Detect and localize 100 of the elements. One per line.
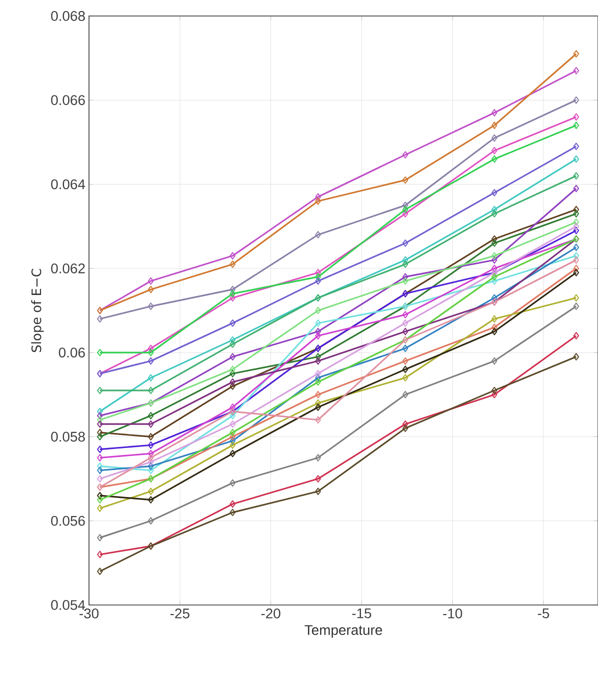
point xyxy=(314,306,321,314)
point xyxy=(491,324,498,332)
point xyxy=(96,446,103,454)
point xyxy=(573,332,579,340)
point xyxy=(148,302,154,310)
point xyxy=(402,344,408,352)
point xyxy=(230,404,236,411)
point xyxy=(491,264,498,272)
point xyxy=(314,357,321,365)
point xyxy=(230,252,236,260)
point xyxy=(573,142,579,150)
point xyxy=(491,390,498,398)
point xyxy=(314,319,321,327)
point xyxy=(573,66,579,74)
point xyxy=(491,206,498,214)
point xyxy=(230,286,236,294)
point xyxy=(314,374,321,382)
point xyxy=(573,302,579,310)
point xyxy=(402,239,408,247)
point xyxy=(96,534,103,542)
point xyxy=(314,197,321,205)
y-tick-label: 0.062 xyxy=(50,263,85,274)
point xyxy=(491,122,498,130)
point xyxy=(148,496,154,504)
point xyxy=(402,210,408,218)
point xyxy=(314,454,321,462)
point xyxy=(314,332,321,340)
point xyxy=(230,370,236,378)
point xyxy=(230,441,236,449)
point xyxy=(491,328,498,336)
point xyxy=(402,424,408,432)
y-tick-label: 0.058 xyxy=(50,432,85,442)
point xyxy=(491,386,498,394)
x-tick-label: -30 xyxy=(79,608,98,618)
point xyxy=(402,311,408,318)
point xyxy=(573,122,579,130)
point xyxy=(402,357,408,365)
point xyxy=(314,277,321,285)
point xyxy=(96,504,103,512)
x-axis-title: Temperature xyxy=(304,625,382,638)
point xyxy=(491,273,498,281)
point xyxy=(96,433,103,440)
y-tick-label: 0.066 xyxy=(50,95,85,106)
x-tick-label: -25 xyxy=(170,608,190,618)
point xyxy=(314,475,321,482)
point xyxy=(230,340,236,348)
point xyxy=(491,155,498,163)
point xyxy=(402,328,408,336)
y-tick-label: 0.056 xyxy=(50,516,85,526)
point xyxy=(148,458,154,466)
point xyxy=(148,450,154,458)
point xyxy=(230,353,236,360)
point xyxy=(230,420,236,428)
point xyxy=(314,370,321,378)
point xyxy=(314,488,321,496)
point xyxy=(96,462,103,470)
point xyxy=(491,210,498,218)
point xyxy=(148,357,154,365)
point xyxy=(96,428,103,436)
y-tick-label: 0.064 xyxy=(50,179,85,190)
point xyxy=(148,433,154,440)
point xyxy=(573,268,579,276)
point xyxy=(230,290,236,298)
x-tick-label: -20 xyxy=(261,608,280,618)
point xyxy=(573,264,579,272)
point xyxy=(230,437,236,445)
point xyxy=(148,488,154,496)
point xyxy=(573,256,579,264)
point xyxy=(230,378,236,386)
point xyxy=(96,420,103,428)
point xyxy=(96,475,103,482)
point xyxy=(96,348,103,356)
point xyxy=(230,500,236,508)
point xyxy=(402,202,408,209)
point xyxy=(573,226,579,234)
point xyxy=(491,315,498,323)
point xyxy=(573,294,579,302)
y-tick-label: 0.054 xyxy=(50,600,85,610)
point xyxy=(314,404,321,411)
point xyxy=(230,433,236,440)
point xyxy=(402,260,408,268)
point xyxy=(96,408,103,416)
point xyxy=(148,420,154,428)
point xyxy=(148,344,154,352)
point xyxy=(148,466,154,474)
point xyxy=(491,134,498,142)
point xyxy=(573,218,579,226)
point xyxy=(573,184,579,192)
point xyxy=(491,252,498,260)
y-axis-title: Slope of E−C xyxy=(31,268,44,352)
point xyxy=(314,378,321,386)
point xyxy=(402,277,408,285)
point xyxy=(230,450,236,458)
point xyxy=(573,206,579,214)
point xyxy=(96,412,103,420)
point xyxy=(314,231,321,238)
point xyxy=(148,441,154,449)
point xyxy=(402,256,408,264)
point xyxy=(230,412,236,420)
point xyxy=(96,315,103,323)
